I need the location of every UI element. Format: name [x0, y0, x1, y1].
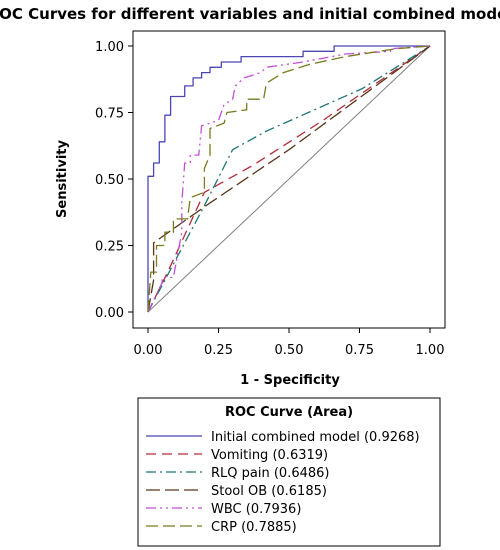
y-tick-label: 0.50	[95, 173, 124, 188]
x-tick-label: 1.00	[416, 343, 445, 358]
x-tick-label: 0.75	[345, 343, 374, 358]
legend-items: Initial combined model (0.9268) Vomiting …	[146, 430, 420, 535]
legend-entry: Vomiting (0.6319)	[211, 448, 328, 463]
y-tick-label: 0.00	[95, 306, 124, 321]
legend-entry: Stool OB (0.6185)	[211, 484, 327, 499]
legend-entry: WBC (0.7936)	[211, 502, 301, 517]
legend-series-name: Vomiting	[211, 448, 268, 463]
x-tick-label: 0.25	[204, 343, 233, 358]
legend-series-area: (0.6185)	[271, 484, 327, 499]
x-axis-label: 1 - Specificity	[240, 373, 340, 388]
legend-series-name: Initial combined model	[211, 430, 360, 445]
legend-entry: Initial combined model (0.9268)	[211, 430, 420, 445]
legend-entry: CRP (0.7885)	[211, 520, 297, 535]
legend-series-area: (0.9268)	[364, 430, 420, 445]
y-axis-label: Sensitivity	[55, 140, 70, 218]
roc-curve-crp	[147, 45, 431, 313]
roc-curve-initial-combined-model	[147, 45, 430, 312]
reference-diagonal-line	[147, 45, 431, 313]
legend-series-area: (0.7936)	[246, 502, 302, 517]
legend-box	[137, 397, 441, 547]
y-tick-label: 0.75	[95, 107, 124, 122]
legend-series-name: RLQ pain	[211, 466, 270, 481]
roc-curve-vomiting	[147, 45, 431, 313]
legend: ROC Curve (Area) Initial combined model …	[137, 397, 441, 547]
legend-series-name: WBC	[211, 502, 242, 517]
legend-series-name: CRP	[211, 520, 237, 535]
chart-title: ROC Curves for different variables and i…	[0, 5, 500, 23]
legend-series-area: (0.6486)	[274, 466, 330, 481]
legend-entry: RLQ pain (0.6486)	[211, 466, 330, 481]
roc-curve-wbc	[147, 45, 431, 313]
x-tick-label: 0.00	[134, 343, 163, 358]
y-tick-label: 1.00	[95, 40, 124, 55]
roc-curves	[147, 45, 431, 313]
legend-series-area: (0.7885)	[241, 520, 297, 535]
y-tick-label: 0.25	[95, 240, 124, 255]
legend-title: ROC Curve (Area)	[225, 405, 353, 420]
x-tick-label: 0.50	[275, 343, 304, 358]
legend-series-name: Stool OB	[211, 484, 267, 499]
axis-ticks: 0.00 0.25 0.50 0.75 1.00 0.00 0.25 0.50 0.75 1.00	[95, 40, 444, 358]
legend-series-area: (0.6319)	[272, 448, 328, 463]
